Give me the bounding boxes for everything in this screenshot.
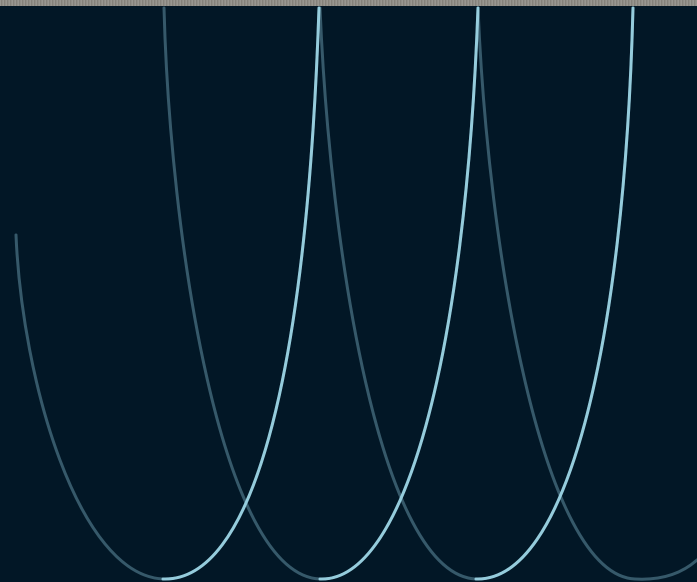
top-texture-strip xyxy=(0,0,697,6)
bright-arc-1 xyxy=(161,6,321,581)
bright-arc-3 xyxy=(474,6,635,581)
faint-arc-4 xyxy=(476,6,697,581)
faint-arc-2 xyxy=(162,6,480,581)
faint-arc-3 xyxy=(318,6,635,581)
bright-arc-2 xyxy=(318,6,480,581)
